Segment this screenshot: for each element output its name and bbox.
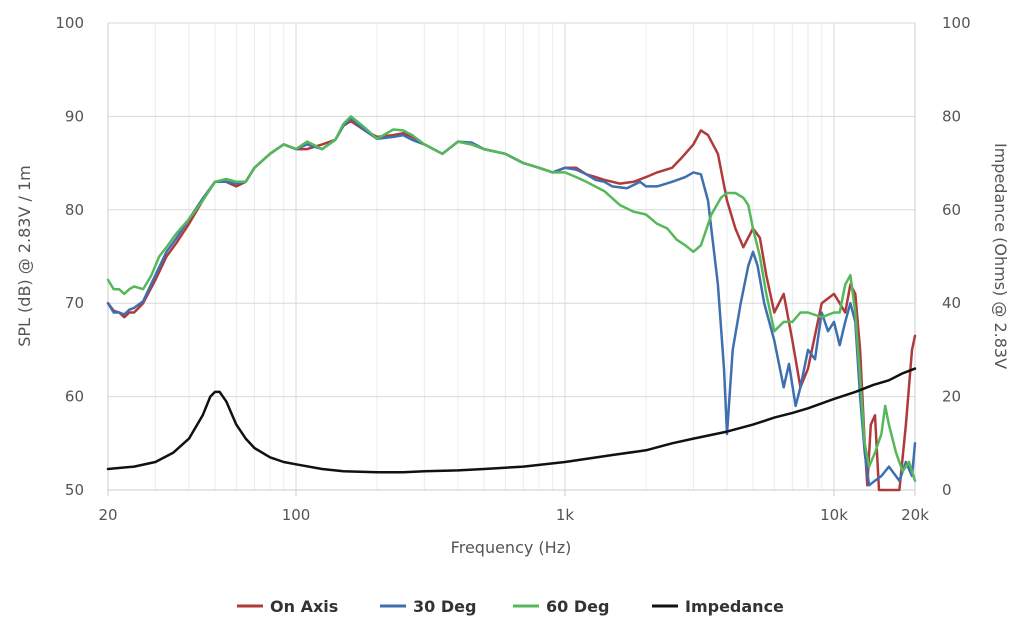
x-tick-label: 10k [820,506,848,524]
y-tick-label-right: 60 [942,201,961,219]
legend-label-30-deg: 30 Deg [413,597,476,616]
legend-label-on-axis: On Axis [270,597,338,616]
series-line-impedance [106,367,917,474]
y-tick-label-left: 50 [65,481,84,499]
series-line-60-deg [106,115,917,482]
y-axis-title-right: Impedance (Ohms) @ 2.83V [991,143,1010,369]
y-tick-label-right: 80 [942,107,961,125]
y-tick-label-left: 100 [55,14,84,32]
series-lines [106,115,917,492]
legend-label-impedance: Impedance [685,597,784,616]
x-tick-label: 20k [901,506,929,524]
legend: On Axis 30 Deg 60 Deg Impedance [237,597,784,616]
x-tick-label: 1k [556,506,575,524]
y-tick-label-right: 20 [942,388,961,406]
x-tick-label: 100 [282,506,311,524]
y-tick-label-right: 100 [942,14,971,32]
y-axis-title-left: SPL (dB) @ 2.83V / 1m [15,165,34,347]
x-axis-title: Frequency (Hz) [451,538,572,557]
y-tick-label-right: 40 [942,294,961,312]
grid [107,22,916,491]
series-line-30-deg [106,117,917,487]
legend-label-60-deg: 60 Deg [546,597,609,616]
y-tick-label-left: 90 [65,107,84,125]
series-line-on-axis [106,119,917,492]
y-tick-label-left: 70 [65,294,84,312]
y-tick-label-left: 80 [65,201,84,219]
y-tick-label-right: 0 [942,481,952,499]
y-tick-label-left: 60 [65,388,84,406]
x-tick-label: 20 [98,506,117,524]
axes: 20 100 1k 10k 20k 50 60 70 80 90 100 0 20 40 60 80 100 [55,14,970,524]
